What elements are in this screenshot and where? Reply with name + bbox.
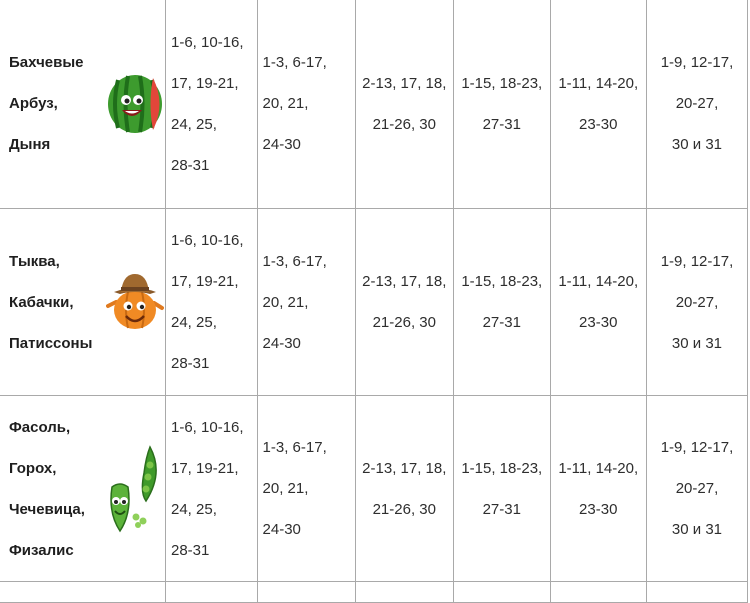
crop-name: Бахчевые: [9, 54, 84, 71]
date-cell: 1-3, 6-17, 20, 21, 24-30: [256, 0, 356, 209]
date-cell: 1-11, 14-20, 23-30: [549, 0, 647, 209]
date-cell: 2-13, 17, 18, 21-26, 30: [354, 0, 455, 209]
crop-name: Фасоль,: [9, 418, 71, 436]
table-row: [0, 581, 749, 603]
date-cell: 1-15, 18-23, 27-31: [453, 208, 551, 396]
date-cell: 1-9, 12-17, 20-27, 30 и 31: [645, 0, 749, 209]
pea-pod-icon: [105, 443, 165, 535]
table-row: Фасоль, Горох, Чечевица, Физалис: [0, 395, 749, 582]
watermelon-icon: [105, 72, 165, 136]
date-cell: 1-6, 10-16, 17, 19-21, 24, 25, 28-31: [165, 0, 258, 209]
date-cell: 1-9, 12-17, 20-27, 30 и 31: [645, 395, 749, 582]
date-cell: 1-15, 18-23, 27-31: [453, 0, 551, 209]
crop-cell: Фасоль, Горох, Чечевица, Физалис: [0, 395, 166, 582]
pumpkin-icon: [105, 270, 165, 334]
crop-name: Горох,: [9, 459, 57, 477]
table-row: Тыква, Кабачки, Патиссоны: [0, 208, 749, 396]
crop-name: Физалис: [9, 541, 74, 559]
date-cell: 1-11, 14-20, 23-30: [549, 208, 647, 396]
date-cell: 1-9, 12-17, 20-27, 30 и 31: [645, 208, 749, 396]
crop-name: Чечевица,: [9, 500, 85, 518]
date-cell: 1-6, 10-16, 17, 19-21, 24, 25, 28-31: [165, 208, 258, 396]
date-cell: 1-6, 10-16, 17, 19-21, 24, 25, 28-31: [165, 395, 258, 582]
crop-name: Арбуз,: [9, 95, 58, 112]
date-cell: 2-13, 17, 18, 21-26, 30: [354, 395, 455, 582]
date-cell: 1-15, 18-23, 27-31: [453, 395, 551, 582]
date-cell: 1-11, 14-20, 23-30: [549, 395, 647, 582]
crop-names: Бахчевые Арбуз, Дыня: [0, 42, 105, 165]
crop-names: Тыква, Кабачки, Патиссоны: [0, 241, 105, 364]
crop-name: Патиссоны: [9, 334, 93, 352]
crop-names: Фасоль, Горох, Чечевица, Физалис: [0, 407, 105, 571]
crop-name: Кабачки,: [9, 293, 74, 311]
date-cell: 1-3, 6-17, 20, 21, 24-30: [256, 208, 356, 396]
table-row: Бахчевые Арбуз, Дыня: [0, 0, 749, 209]
crop-cell: Бахчевые Арбуз, Дыня: [0, 0, 166, 209]
crop-name: Тыква,: [9, 252, 60, 270]
date-cell: 1-3, 6-17, 20, 21, 24-30: [256, 395, 356, 582]
date-cell: 2-13, 17, 18, 21-26, 30: [354, 208, 455, 396]
crop-cell: Тыква, Кабачки, Патиссоны: [0, 208, 166, 396]
crop-name: Дыня: [9, 136, 51, 153]
